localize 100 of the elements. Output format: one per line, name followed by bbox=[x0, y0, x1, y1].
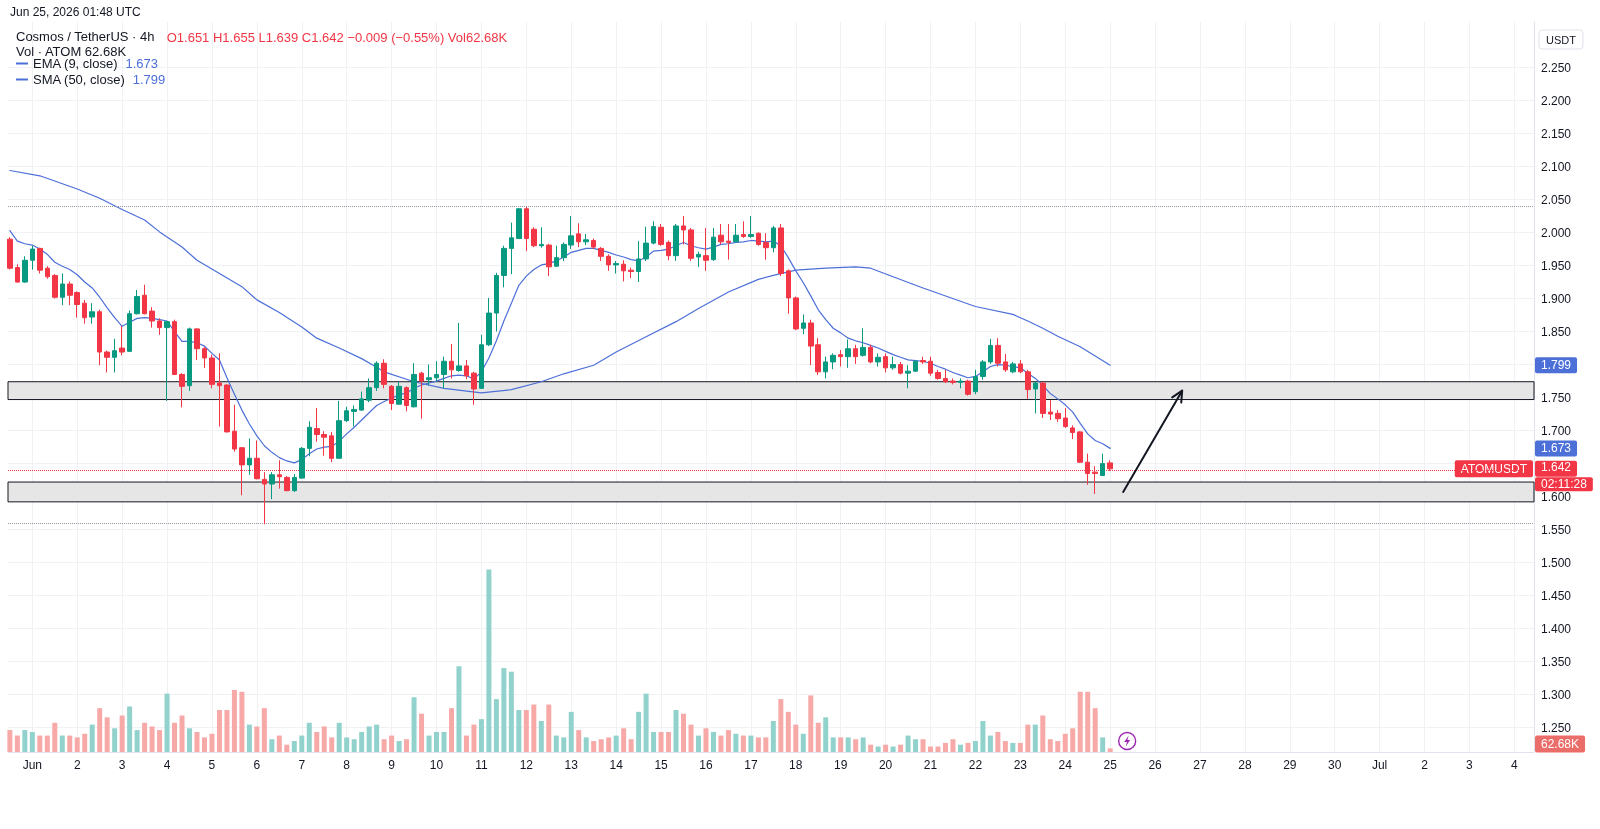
bar bbox=[553, 735, 559, 752]
candlestick bbox=[336, 400, 342, 460]
bar bbox=[1017, 742, 1023, 752]
y-tick-label: 1.500 bbox=[1541, 555, 1572, 570]
candlestick bbox=[479, 334, 484, 390]
bar bbox=[239, 691, 245, 752]
candlestick bbox=[658, 223, 664, 247]
bar bbox=[681, 713, 687, 752]
candlestick bbox=[1055, 409, 1061, 423]
bar bbox=[44, 735, 50, 752]
bar bbox=[860, 737, 866, 752]
bar bbox=[127, 706, 133, 752]
x-tick-label: 18 bbox=[789, 758, 803, 772]
candlestick bbox=[898, 361, 903, 375]
candlestick bbox=[60, 272, 65, 306]
candlestick bbox=[853, 344, 858, 365]
bar bbox=[112, 728, 118, 752]
bar bbox=[1062, 733, 1068, 752]
bar bbox=[800, 733, 806, 752]
bar bbox=[157, 730, 163, 752]
candlestick bbox=[958, 377, 963, 389]
candlestick bbox=[696, 251, 701, 268]
y-tick-label: 1.400 bbox=[1541, 621, 1572, 636]
candlestick bbox=[22, 255, 28, 284]
bar bbox=[995, 731, 1001, 752]
bar bbox=[965, 742, 971, 752]
bar bbox=[853, 739, 859, 752]
candlestick bbox=[1048, 399, 1053, 421]
candlestick bbox=[494, 272, 499, 333]
bar bbox=[868, 744, 874, 752]
bar bbox=[838, 737, 844, 752]
bar bbox=[883, 744, 889, 752]
bar bbox=[778, 699, 784, 752]
bar bbox=[591, 741, 597, 752]
bar bbox=[119, 715, 125, 752]
bar bbox=[134, 730, 140, 752]
bar bbox=[201, 737, 207, 752]
x-tick-label: 14 bbox=[609, 758, 624, 772]
bar bbox=[636, 711, 642, 752]
bar bbox=[142, 722, 148, 752]
x-tick-label: 5 bbox=[208, 758, 216, 772]
bar bbox=[216, 710, 222, 752]
candlestick bbox=[329, 431, 334, 463]
candlestick bbox=[449, 343, 454, 379]
bar bbox=[374, 724, 380, 752]
bar bbox=[643, 693, 649, 752]
candlestick bbox=[1100, 453, 1105, 477]
bar bbox=[426, 735, 432, 752]
x-tick-label: 13 bbox=[564, 758, 579, 772]
bar bbox=[1107, 748, 1113, 752]
bar bbox=[516, 710, 522, 752]
bar bbox=[463, 735, 469, 752]
bar bbox=[269, 739, 275, 752]
candlestick bbox=[464, 359, 469, 380]
bar bbox=[823, 717, 829, 752]
candlestick bbox=[359, 391, 364, 412]
candlestick bbox=[666, 239, 671, 261]
bar bbox=[7, 730, 13, 752]
bar bbox=[97, 708, 103, 752]
bar bbox=[785, 711, 791, 752]
x-tick-label: 12 bbox=[519, 758, 534, 772]
bar bbox=[254, 726, 260, 752]
bar bbox=[980, 720, 986, 752]
bar bbox=[351, 739, 357, 752]
bar bbox=[1100, 737, 1106, 752]
bar bbox=[441, 731, 447, 752]
candlestick bbox=[202, 346, 207, 369]
y-axis-title: USDT bbox=[1546, 33, 1577, 46]
candlestick bbox=[426, 364, 432, 387]
candlestick bbox=[194, 327, 200, 361]
bar bbox=[486, 569, 492, 752]
candlestick bbox=[913, 359, 918, 373]
bar bbox=[613, 735, 619, 752]
bar bbox=[763, 737, 769, 752]
candlestick bbox=[591, 237, 596, 250]
bar bbox=[246, 724, 252, 752]
y-tick-label: 1.950 bbox=[1541, 258, 1572, 273]
text: Jun 25, 2026 01:48 UTC bbox=[10, 5, 142, 19]
candlestick bbox=[366, 377, 372, 403]
legend-label: SMA (50, close) bbox=[33, 72, 125, 87]
bar bbox=[748, 735, 754, 752]
candlestick bbox=[119, 325, 125, 356]
bar bbox=[306, 722, 312, 752]
bar bbox=[261, 708, 267, 752]
candlestick bbox=[838, 349, 843, 368]
y-tick-label: 1.642 bbox=[1541, 459, 1572, 474]
bar bbox=[845, 737, 851, 752]
candlestick bbox=[149, 306, 155, 329]
text: Cosmos / TetherUS · 4h bbox=[16, 29, 155, 44]
candlestick bbox=[995, 337, 1001, 368]
bar bbox=[755, 737, 761, 752]
y-tick-label: 1.750 bbox=[1541, 390, 1572, 405]
candlestick bbox=[351, 404, 357, 428]
bar bbox=[164, 693, 170, 752]
candlestick bbox=[419, 371, 424, 420]
x-tick-label: Jul bbox=[1371, 758, 1388, 772]
candlestick bbox=[598, 246, 604, 262]
candlestick bbox=[52, 273, 58, 300]
bar bbox=[1010, 742, 1016, 752]
candlestick bbox=[801, 313, 806, 335]
